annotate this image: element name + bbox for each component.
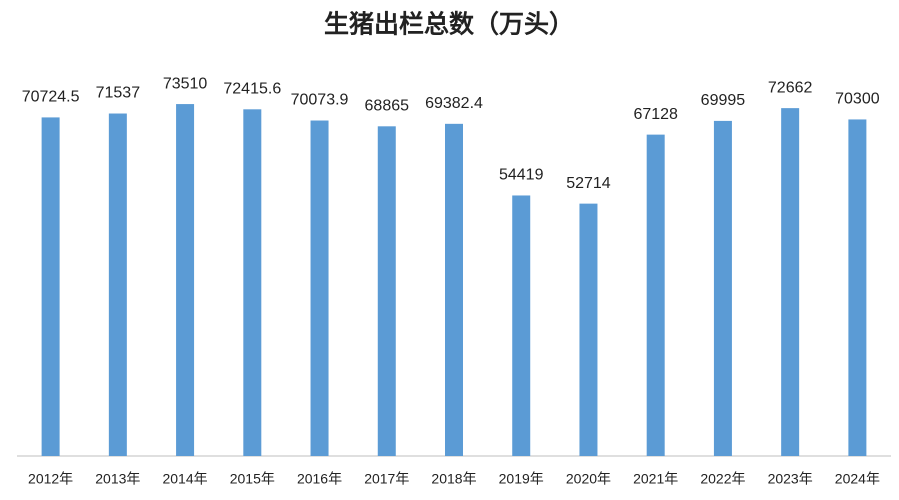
bar bbox=[310, 120, 329, 456]
x-tick-label: 2013年 bbox=[95, 471, 140, 487]
value-label: 68865 bbox=[365, 98, 410, 115]
x-tick-label: 2015年 bbox=[230, 471, 275, 487]
x-tick-label: 2020年 bbox=[566, 471, 611, 487]
bar bbox=[41, 117, 60, 456]
x-tick-label: 2014年 bbox=[162, 471, 207, 487]
value-label: 71537 bbox=[96, 85, 141, 102]
chart-title: 生猪出栏总数（万头） bbox=[324, 10, 574, 39]
value-label: 67128 bbox=[633, 106, 678, 123]
bar bbox=[713, 120, 732, 457]
x-tick-label: 2019年 bbox=[499, 471, 544, 487]
bar bbox=[646, 134, 665, 456]
value-label: 72662 bbox=[768, 79, 813, 96]
value-label: 52714 bbox=[566, 175, 611, 192]
value-label: 69382.4 bbox=[425, 95, 483, 112]
bar bbox=[579, 203, 598, 456]
bar bbox=[848, 119, 867, 456]
value-label: 70724.5 bbox=[22, 89, 80, 106]
bar bbox=[512, 195, 531, 456]
value-label: 72415.6 bbox=[223, 81, 281, 98]
x-tick-label: 2021年 bbox=[633, 471, 678, 487]
bar bbox=[243, 109, 262, 457]
bar bbox=[176, 104, 195, 457]
bar bbox=[377, 126, 396, 457]
value-label: 69995 bbox=[701, 92, 746, 109]
bar bbox=[445, 123, 463, 456]
x-tick-label: 2023年 bbox=[768, 471, 813, 487]
x-tick-label: 2018年 bbox=[431, 471, 476, 487]
bar bbox=[108, 113, 127, 457]
value-label: 70300 bbox=[835, 91, 880, 108]
value-label: 54419 bbox=[499, 167, 544, 184]
bar bbox=[781, 108, 800, 456]
x-tick-label: 2016年 bbox=[297, 471, 342, 487]
x-tick-label: 2024年 bbox=[835, 471, 880, 487]
x-tick-label: 2022年 bbox=[700, 471, 745, 487]
value-label: 73510 bbox=[163, 75, 208, 92]
x-tick-label: 2017年 bbox=[364, 471, 409, 487]
x-tick-label: 2012年 bbox=[28, 471, 73, 487]
value-label: 70073.9 bbox=[291, 92, 349, 109]
